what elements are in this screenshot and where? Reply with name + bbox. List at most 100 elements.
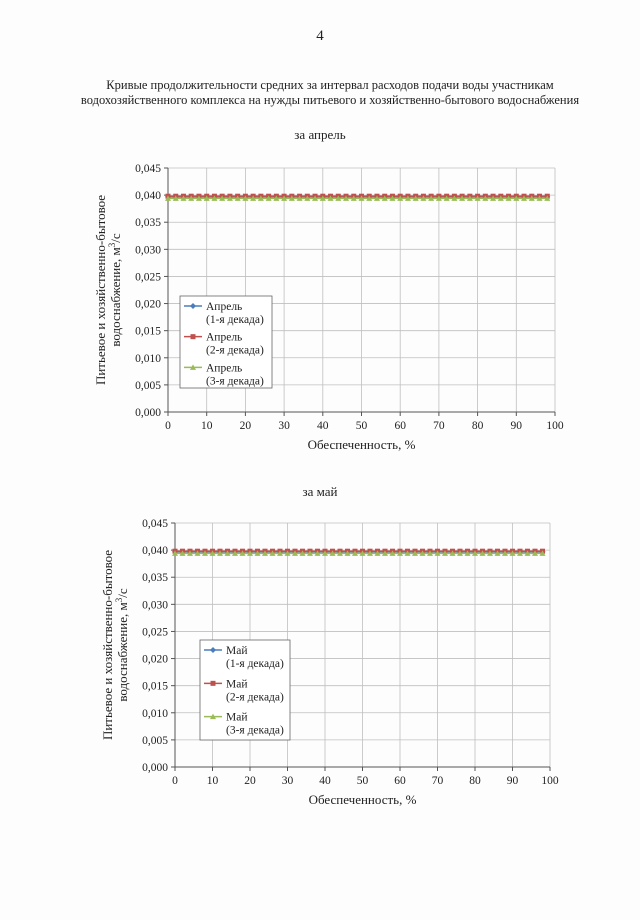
y-tick-label: 0,000 (135, 407, 161, 419)
y-tick-label: 0,040 (135, 190, 161, 202)
data-point (367, 550, 373, 556)
data-point (474, 195, 481, 201)
title-line-2: водохозяйственного комплекса на нужды пи… (80, 93, 580, 107)
data-point (254, 550, 261, 556)
legend-label: Май (226, 712, 247, 724)
x-tick-label: 90 (507, 775, 519, 787)
data-point (435, 195, 442, 201)
data-point (420, 195, 427, 201)
data-point (457, 550, 463, 556)
y-tick-label: 0,030 (135, 244, 161, 256)
x-tick-label: 10 (207, 775, 219, 787)
legend-label-sub: (2-я декада) (226, 691, 284, 703)
data-point (172, 550, 178, 556)
legend-label: Май (226, 645, 247, 657)
y-axis-label-sup: 3 (107, 242, 117, 247)
data-point (224, 550, 231, 556)
data-point (211, 195, 218, 201)
data-point (269, 550, 276, 556)
data-point (434, 550, 441, 556)
data-point (419, 550, 426, 556)
data-point (344, 550, 351, 556)
data-point (513, 195, 520, 201)
data-point (428, 195, 435, 201)
legend-label-sub: (3-я декада) (206, 375, 264, 387)
y-tick-label: 0,025 (135, 271, 161, 283)
data-point (497, 195, 504, 201)
data-point (373, 195, 380, 201)
data-point (479, 550, 486, 556)
chart-april: 0 10 20 30 40 50 60 70 80 90 100 0,000 0,005 0,010 0,0… (93, 163, 564, 452)
x-tick-label: 20 (240, 420, 252, 432)
legend-box (199, 639, 291, 741)
data-point (165, 195, 171, 201)
x-tick-label: 20 (244, 775, 256, 787)
data-point (404, 550, 411, 556)
data-point (307, 550, 313, 556)
data-point (195, 195, 202, 201)
x-tick-label: 100 (546, 420, 564, 432)
legend-label: Апрель (206, 332, 242, 344)
data-point (532, 550, 538, 556)
y-tick-label: 0,030 (142, 599, 168, 611)
x-tick-label: 70 (433, 420, 445, 432)
legend-item: Май(3-я декада) (204, 712, 284, 737)
data-point (194, 550, 201, 556)
chart-may: 0 10 20 30 40 50 60 70 80 90 100 0,000 0,005 0,010 0,0… (100, 518, 559, 807)
data-point (226, 195, 233, 201)
data-point (250, 195, 257, 201)
data-point (544, 195, 551, 201)
data-point (329, 550, 336, 556)
x-tick-label: 80 (469, 775, 481, 787)
data-point (299, 550, 306, 556)
y-tick-label: 0,040 (142, 545, 168, 557)
data-point (281, 195, 288, 201)
y-axis-label-suffix: /с (115, 588, 130, 598)
x-tick-label: 40 (317, 420, 329, 432)
legend-label-sub: (2-я декада) (206, 345, 264, 357)
data-point (412, 195, 419, 201)
x-tick-label: 60 (394, 420, 406, 432)
y-tick-label: 0,045 (142, 518, 168, 530)
data-point (202, 550, 208, 556)
data-point (442, 550, 448, 556)
data-point (490, 195, 497, 201)
data-point (350, 195, 357, 201)
data-point (466, 195, 473, 201)
data-point (459, 195, 466, 201)
data-point (322, 550, 328, 556)
page-number: 4 (316, 28, 324, 44)
y-tick-label: 0,010 (142, 708, 168, 720)
data-point (172, 195, 179, 201)
data-point (219, 195, 226, 201)
data-point (319, 195, 326, 201)
legend-label-sub: (3-я декада) (226, 725, 284, 737)
data-point (389, 550, 396, 556)
legend-marker (190, 364, 196, 370)
data-point (464, 550, 471, 556)
x-tick-label: 0 (165, 420, 171, 432)
data-point (359, 550, 366, 556)
x-tick-label: 80 (472, 420, 484, 432)
data-point (288, 195, 295, 201)
document-title: Кривые продолжительности средних за инте… (40, 78, 620, 108)
y-axis-label-sup: 3 (114, 597, 124, 602)
y-axis-label-line-2: водоснабжение, м (108, 247, 123, 346)
data-point (412, 550, 418, 556)
legend-marker (210, 713, 216, 720)
chart-april-title: за апрель (294, 127, 346, 142)
title-line-1: Кривые продолжительности средних за инте… (106, 78, 554, 92)
data-point (524, 550, 531, 556)
legend-marker (190, 303, 196, 309)
chart-may-title: за май (302, 484, 338, 499)
legend-item: Май(2-я декада) (204, 678, 284, 703)
y-tick-label: 0,045 (135, 163, 161, 175)
x-tick-label: 30 (278, 420, 290, 432)
data-point (494, 550, 501, 556)
data-point (427, 550, 433, 556)
data-point (451, 195, 458, 201)
data-point (443, 195, 450, 201)
series-3 (172, 550, 546, 556)
legend-marker (210, 680, 216, 686)
data-point (337, 550, 343, 556)
